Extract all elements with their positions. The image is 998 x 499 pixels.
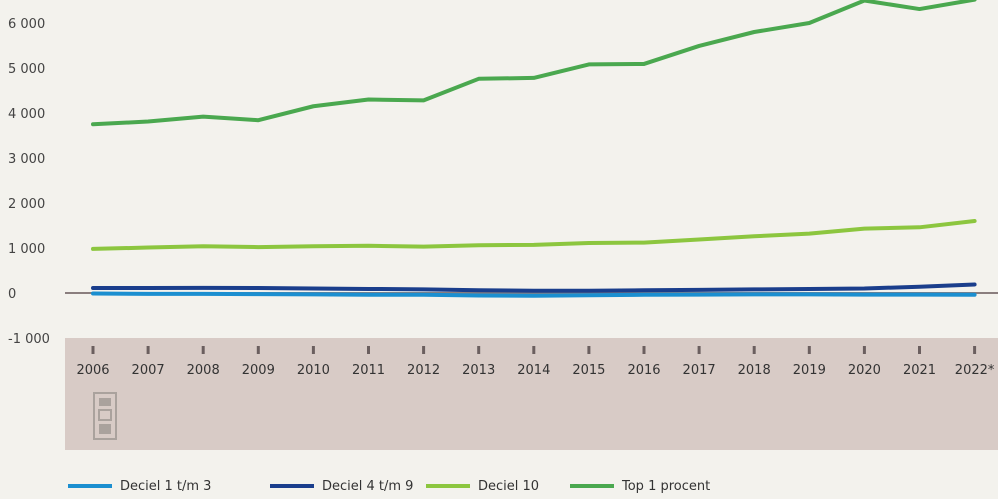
cbs-logo-icon [93,392,117,440]
x-tick-label: 2010 [297,363,330,378]
x-tick-label: 2014 [517,363,550,378]
x-tick-label: 2006 [76,363,109,378]
x-tick-label: 2008 [187,363,220,378]
y-tick-label: -1 000 [8,332,50,347]
x-tick-label: 2016 [627,363,660,378]
legend-label: Top 1 procent [621,479,710,494]
series-line-2 [91,282,977,293]
y-tick-label: 5 000 [8,62,45,77]
x-tick-label: 2018 [738,363,771,378]
y-tick-label: 1 000 [8,242,45,257]
y-tick-label: 3 000 [8,152,45,167]
x-tick-label: 2011 [352,363,385,378]
x-tick-label: 2009 [242,363,275,378]
x-tick-label: 2015 [572,363,605,378]
x-tick-label: 2019 [793,363,826,378]
x-axis-tick-labels: 2006 2007 2008 2009 2010 2011 2012 2013 2014 2015… [76,346,995,378]
x-tick-label: 2017 [683,363,716,378]
legend-label: Deciel 1 t/m 3 [120,479,211,494]
x-tick-label: 2021 [903,363,936,378]
series-lines [91,0,977,298]
x-tick-label: 2012 [407,363,440,378]
series-line-1 [91,291,977,298]
series-line-4 [91,0,977,127]
y-tick-label: 2 000 [8,197,45,212]
legend-label: Deciel 10 [478,479,539,494]
legend: Deciel 1 t/m 3 Deciel 4 t/m 9 Deciel 10 Top… [68,479,710,494]
y-tick-label: 0 [8,287,16,302]
y-axis-tick-labels: 6 000 5 000 4 000 3 000 2 000 1 000 0 -1 000 [8,17,50,347]
x-tick-label: 2013 [462,363,495,378]
x-tick-label: 2020 [848,363,881,378]
y-tick-label: 4 000 [8,107,45,122]
series-line-3 [91,219,977,251]
x-tick-label: 2022* [955,363,995,378]
y-tick-label: 6 000 [8,17,45,32]
x-axis-band [65,338,998,450]
legend-label: Deciel 4 t/m 9 [322,479,413,494]
x-tick-label: 2007 [132,363,165,378]
